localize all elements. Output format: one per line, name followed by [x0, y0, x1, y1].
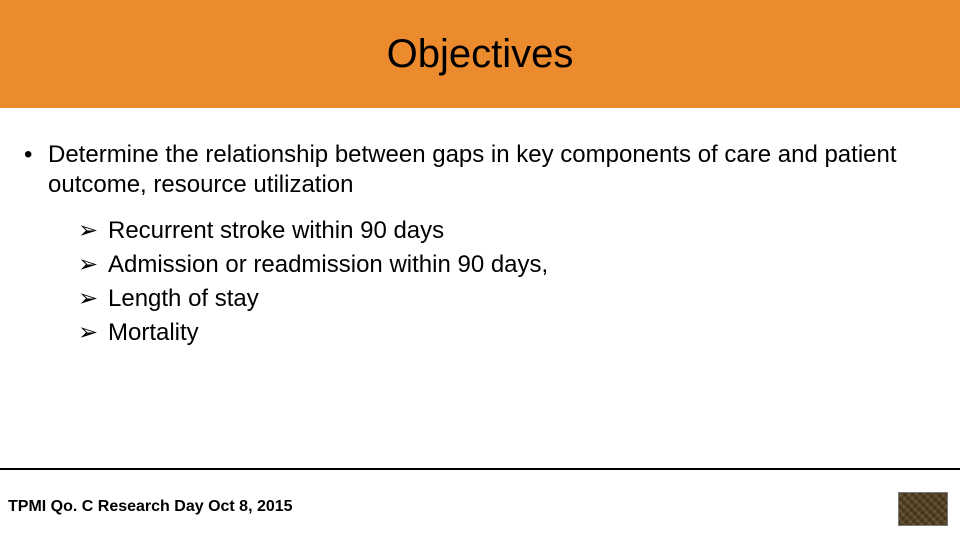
sub-list: ➢ Recurrent stroke within 90 days ➢ Admi… [78, 216, 936, 348]
bullet-text: Determine the relationship between gaps … [48, 140, 936, 200]
sub-marker: ➢ [78, 216, 108, 246]
footer-text: TPMI Qo. C Research Day Oct 8, 2015 [8, 498, 293, 516]
header-band: Objectives [0, 0, 960, 108]
sub-marker: ➢ [78, 284, 108, 314]
sub-text: Recurrent stroke within 90 days [108, 216, 936, 246]
bullet-marker: • [24, 140, 48, 170]
sub-marker: ➢ [78, 250, 108, 280]
sub-text: Admission or readmission within 90 days, [108, 250, 936, 280]
bullet-level1: • Determine the relationship between gap… [24, 140, 936, 200]
sub-text: Length of stay [108, 284, 936, 314]
footer-logo [898, 492, 948, 526]
body-area: • Determine the relationship between gap… [24, 140, 936, 352]
bullet-level2: ➢ Recurrent stroke within 90 days [78, 216, 936, 246]
slide-title: Objectives [387, 32, 574, 77]
sub-marker: ➢ [78, 318, 108, 348]
bullet-level2: ➢ Mortality [78, 318, 936, 348]
slide: Objectives • Determine the relationship … [0, 0, 960, 540]
sub-text: Mortality [108, 318, 936, 348]
bullet-level2: ➢ Length of stay [78, 284, 936, 314]
bullet-level2: ➢ Admission or readmission within 90 day… [78, 250, 936, 280]
footer-rule [0, 468, 960, 470]
